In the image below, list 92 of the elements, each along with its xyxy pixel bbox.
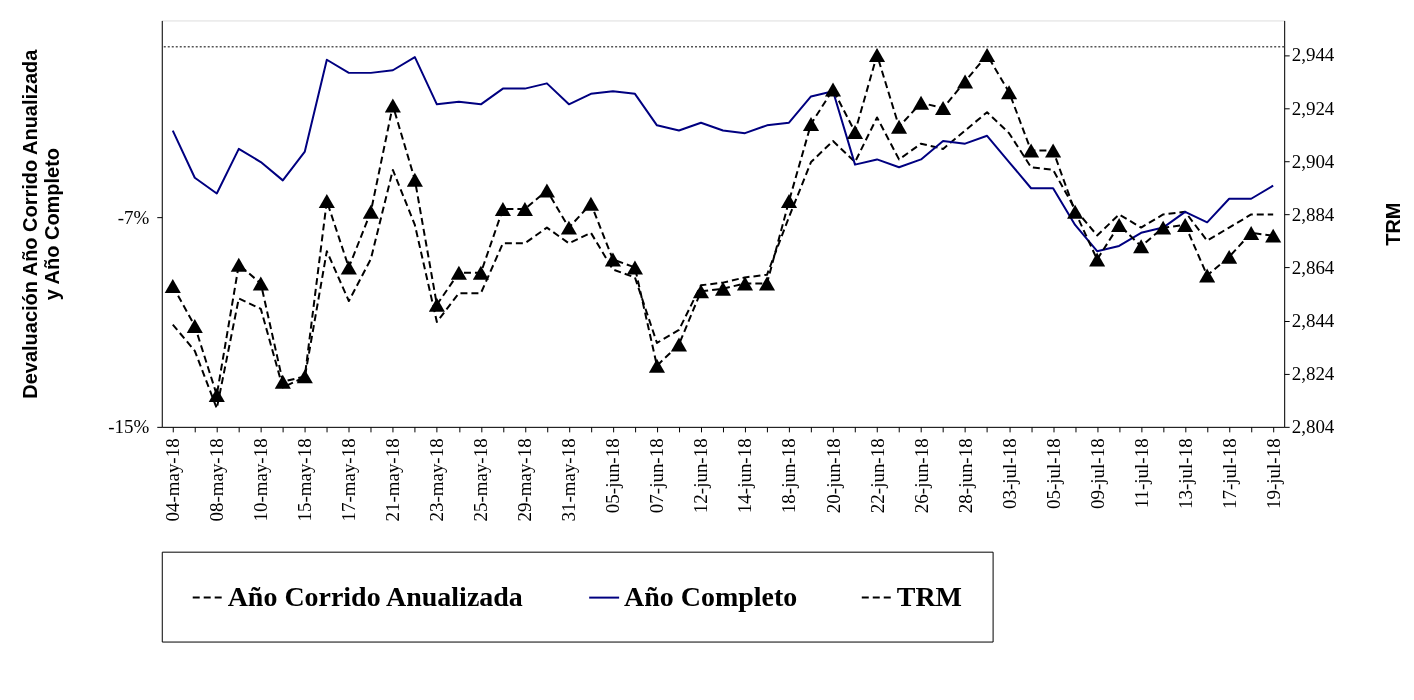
point (1111, 218, 1128, 232)
y2-tick-label: 2,804 (1291, 416, 1335, 438)
point (1155, 220, 1172, 235)
y-tick-label: -15% (108, 416, 150, 438)
legend-label: TRM (896, 580, 962, 612)
point (736, 276, 754, 291)
point (802, 117, 820, 131)
point (450, 265, 467, 280)
x-tick-label: 05-jul-18 (1042, 438, 1064, 509)
point (274, 374, 291, 389)
point (935, 101, 952, 116)
point (846, 125, 864, 139)
point (670, 337, 688, 352)
point (868, 47, 886, 62)
x-tick-label: 13-jul-18 (1174, 438, 1196, 509)
legend-label: Año Corrido Anualizada (227, 580, 523, 612)
point (560, 220, 577, 235)
y2-tick-label: 2,924 (1291, 97, 1335, 119)
point (604, 252, 621, 267)
point (957, 74, 974, 89)
point (758, 276, 776, 291)
x-tick-label: 17-may-18 (338, 438, 360, 522)
point (714, 281, 732, 296)
point (516, 202, 533, 217)
y2-tick-label: 2,904 (1291, 150, 1335, 172)
y-tick-label: -7% (117, 206, 150, 228)
x-tick-label: 19-jul-18 (1262, 438, 1284, 509)
point (296, 369, 313, 384)
point (1265, 228, 1282, 243)
point (1089, 252, 1106, 267)
point (1177, 218, 1194, 232)
x-tick-label: 28-jun-18 (954, 438, 976, 514)
point (582, 196, 599, 211)
x-tick-label: 29-may-18 (514, 438, 536, 522)
x-tick-label: 15-may-18 (294, 438, 316, 522)
x-tick-label: 25-may-18 (470, 438, 492, 522)
point (1067, 204, 1084, 219)
y2-tick-label: 2,864 (1291, 256, 1335, 278)
point (318, 194, 335, 209)
x-tick-label: 17-jul-18 (1218, 438, 1240, 509)
point (648, 358, 665, 373)
x-tick-label: 21-may-18 (382, 438, 404, 522)
x-tick-label: 05-jun-18 (602, 438, 624, 514)
point (913, 95, 930, 110)
x-tick-label: 07-jun-18 (646, 438, 668, 514)
point (890, 119, 908, 134)
point (186, 318, 203, 333)
legend-label: Año Completo (624, 580, 798, 612)
x-tick-label: 03-jul-18 (998, 438, 1020, 509)
x-tick-label: 08-may-18 (206, 438, 228, 522)
point (626, 260, 643, 275)
point (208, 388, 225, 402)
x-tick-label: 18-jun-18 (778, 438, 800, 514)
x-tick-label: 31-may-18 (558, 438, 580, 522)
y-axis-title: Devaluación Año Corrido Anualizada y Año Completo (19, 48, 64, 399)
point (1045, 143, 1062, 158)
x-tick-label: 14-jun-18 (734, 438, 756, 514)
y2-tick-label: 2,844 (1291, 310, 1335, 332)
point (1243, 225, 1260, 240)
point (1023, 143, 1040, 158)
y2-tick-label: 2,944 (1291, 44, 1335, 66)
point (472, 265, 489, 280)
point (824, 82, 842, 97)
y2-tick-label: 2,824 (1291, 363, 1335, 385)
point (340, 260, 357, 275)
point (538, 183, 555, 198)
x-tick-label: 20-jun-18 (822, 438, 844, 514)
x-tick-label: 11-jul-18 (1130, 438, 1152, 509)
y2-axis-title: TRM (1382, 202, 1405, 246)
x-tick-label: 10-may-18 (250, 438, 272, 522)
x-tick-label: 26-jun-18 (910, 438, 932, 514)
point (1001, 85, 1018, 100)
point (230, 257, 247, 272)
point (428, 297, 445, 312)
point (979, 47, 996, 62)
point (406, 172, 423, 187)
point (252, 276, 269, 291)
point (494, 202, 511, 217)
point (692, 284, 710, 299)
x-tick-label: 04-may-18 (162, 438, 184, 522)
point (384, 98, 401, 113)
point (1221, 249, 1238, 264)
y2-tick-label: 2,884 (1291, 203, 1335, 225)
x-tick-label: 22-jun-18 (866, 438, 888, 514)
x-tick-label: 09-jul-18 (1086, 438, 1108, 509)
x-tick-label: 23-may-18 (426, 438, 448, 522)
point (164, 279, 181, 294)
point (1199, 268, 1216, 283)
x-tick-label: 12-jun-18 (690, 438, 712, 514)
point (362, 204, 379, 219)
point (780, 194, 798, 209)
point (1133, 239, 1150, 254)
